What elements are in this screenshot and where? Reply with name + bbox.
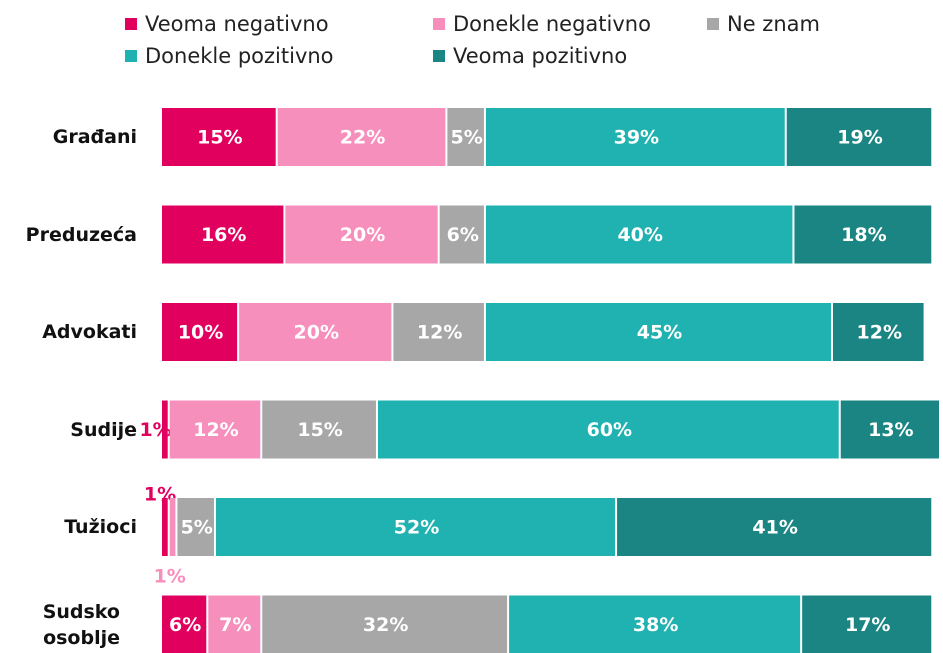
bar-segment	[162, 400, 168, 459]
data-label: 1%	[154, 566, 186, 588]
bar-segment	[215, 498, 616, 556]
data-label: 17%	[845, 614, 890, 636]
bar-segment	[393, 303, 484, 361]
bar-segment	[177, 498, 214, 556]
data-label: 5%	[451, 127, 483, 149]
bar-segment	[509, 595, 801, 653]
bar-segment	[439, 205, 484, 264]
data-label: 1%	[144, 484, 176, 506]
data-label: 39%	[614, 127, 659, 149]
data-label: 20%	[340, 224, 385, 246]
data-label: 32%	[363, 614, 408, 636]
legend-label: Veoma negativno	[145, 12, 329, 36]
bar-segment	[239, 303, 392, 361]
data-label: 5%	[181, 517, 213, 539]
data-label: 45%	[637, 322, 682, 344]
category-label: Građani	[52, 126, 137, 148]
data-label: 20%	[294, 322, 339, 344]
bar-segment	[162, 498, 168, 556]
data-label: 19%	[837, 127, 882, 149]
bar-segment	[802, 595, 932, 653]
data-label: 1%	[139, 419, 171, 441]
data-label: 12%	[857, 322, 902, 344]
category-label: Sudije	[70, 418, 137, 441]
data-label: 12%	[193, 419, 238, 441]
data-label: 6%	[447, 224, 479, 246]
bar-segment	[262, 400, 376, 459]
bar-segment	[377, 400, 839, 459]
bar-segment	[840, 400, 939, 459]
legend-label: Ne znam	[727, 12, 820, 36]
category-label: Sudsko osoblje	[42, 600, 120, 649]
bar-segment	[162, 595, 207, 653]
bar-segment	[794, 205, 932, 264]
data-label: 6%	[169, 614, 201, 636]
legend-swatch	[125, 18, 137, 30]
data-label: 38%	[633, 614, 678, 636]
bar-segment	[262, 595, 508, 653]
data-label: 12%	[417, 322, 462, 344]
data-label: 10%	[178, 322, 223, 344]
bar-segment	[162, 303, 238, 361]
legend-swatch	[707, 18, 719, 30]
data-label: 16%	[201, 224, 246, 246]
bar-segment	[833, 303, 924, 361]
data-label: 15%	[297, 419, 342, 441]
category-label: Preduzeća	[25, 223, 137, 246]
data-label: 52%	[394, 517, 439, 539]
bar-segment	[277, 108, 446, 166]
data-label: 13%	[868, 419, 913, 441]
data-label: 22%	[340, 127, 385, 149]
data-label: 60%	[587, 419, 632, 441]
bar-segment	[169, 400, 261, 459]
bar-segment	[208, 595, 261, 653]
bar-segment	[169, 498, 176, 556]
bar-segment	[617, 498, 932, 556]
bar-segment	[485, 205, 793, 264]
data-label: 18%	[841, 224, 886, 246]
legend-swatch	[433, 18, 445, 30]
data-label: 7%	[219, 614, 251, 636]
bar-segment	[285, 205, 438, 264]
category-label: Tužioci	[64, 516, 137, 538]
legend-label: Donekle negativno	[453, 12, 651, 36]
legend-swatch	[125, 50, 137, 62]
bar-segment	[162, 108, 276, 166]
bar-segment	[786, 108, 932, 166]
data-label: 15%	[197, 127, 242, 149]
legend-label: Veoma pozitivno	[453, 44, 627, 68]
bar-segment	[162, 205, 284, 264]
category-label: Advokati	[42, 321, 137, 343]
legend-label: Donekle pozitivno	[145, 44, 334, 68]
legend-swatch	[433, 50, 445, 62]
data-label: 41%	[752, 517, 797, 539]
bar-segment	[485, 108, 785, 166]
bar-segment	[485, 303, 832, 361]
bar-segment	[447, 108, 484, 166]
data-label: 40%	[617, 224, 662, 246]
